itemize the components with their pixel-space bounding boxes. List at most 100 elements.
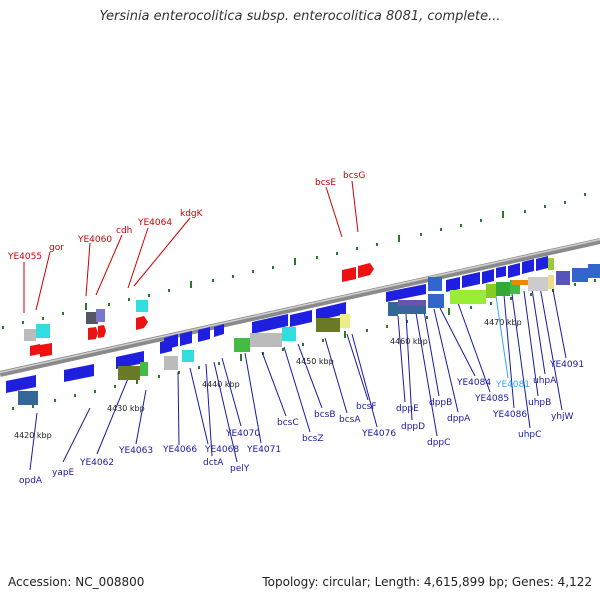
gene-label-YE4066: YE4066 <box>162 445 197 455</box>
gene-block <box>588 264 600 278</box>
gene-label-dctA: dctA <box>203 458 224 468</box>
gene-block <box>250 333 282 347</box>
scale-label-4470: 4470 kbp <box>484 318 522 327</box>
gene-block <box>548 275 554 289</box>
gene-label-dppB: dppB <box>429 398 452 408</box>
gene-block <box>96 309 105 322</box>
gene-label-bcsF: bcsF <box>356 402 377 412</box>
genes-upper-track[interactable] <box>24 256 600 350</box>
genome-info-text: Topology: circular; Length: 4,615,899 bp… <box>262 575 592 589</box>
gene-block <box>86 312 98 324</box>
gene-arrow <box>406 286 416 298</box>
gene-label-YE4085: YE4085 <box>474 394 509 404</box>
gene-label-YE4068: YE4068 <box>204 445 239 455</box>
gene-block <box>18 391 38 405</box>
gene-label-gor: gor <box>49 243 64 253</box>
gene-label-kdgK: kdgK <box>180 209 204 219</box>
scale-label-4430: 4430 kbp <box>107 404 145 413</box>
map-title: Yersinia enterocolitica subsp. enterocol… <box>99 9 501 24</box>
gene-block <box>510 280 520 294</box>
gene-label-dppC: dppC <box>427 438 450 448</box>
gene-label-YE4091: YE4091 <box>549 360 584 370</box>
gene-arrow-red <box>342 267 356 282</box>
labels-upper: YE4055 gor YE4060 cdh YE4064 kdgK bcsE b… <box>7 171 365 262</box>
gene-label-bcsB: bcsB <box>314 410 336 420</box>
gene-label-bcsA: bcsA <box>339 415 361 425</box>
scale-label-4450: 4450 kbp <box>296 357 334 366</box>
scale-label-4460: 4460 kbp <box>390 337 428 346</box>
gene-block <box>428 277 442 291</box>
gene-label-yapE: yapE <box>52 468 75 478</box>
gene-arrow <box>6 375 36 393</box>
gene-arrow-red <box>98 325 106 338</box>
scale-label-4420: 4420 kbp <box>14 431 52 440</box>
gene-arrow <box>462 272 480 288</box>
gene-block <box>36 324 50 338</box>
gene-label-YE4086: YE4086 <box>492 410 527 420</box>
gene-arrow-red <box>40 343 52 357</box>
gene-arrow <box>198 327 210 342</box>
gene-block <box>496 282 510 296</box>
gene-label-uhpC: uhpC <box>518 430 541 440</box>
gene-label-YE4071: YE4071 <box>246 445 281 455</box>
genes-lower-track[interactable] <box>6 275 554 405</box>
gene-arrow <box>316 302 346 321</box>
gene-block <box>450 290 486 304</box>
gene-block <box>398 300 426 306</box>
gene-label-bcsC: bcsC <box>277 418 299 428</box>
gene-block <box>512 280 528 285</box>
gene-label-YE4070: YE4070 <box>225 429 260 439</box>
gene-arrow <box>446 277 460 292</box>
gene-arrow-red <box>88 327 98 340</box>
gene-label-dppA: dppA <box>447 414 471 424</box>
gene-label-YE4060: YE4060 <box>77 235 112 245</box>
gene-label-dppE: dppE <box>396 404 419 414</box>
gene-label-cdh: cdh <box>116 226 132 236</box>
top-leader-lines <box>23 180 359 313</box>
genome-axis <box>0 238 600 377</box>
accession-text: Accession: NC_008800 <box>8 575 145 589</box>
gene-label-bcsE: bcsE <box>315 178 336 188</box>
gene-arrow <box>482 269 494 284</box>
gene-label-YE4076: YE4076 <box>361 429 396 439</box>
gene-label-YE4081: YE4081 <box>495 380 530 390</box>
gene-block <box>316 318 340 332</box>
gene-block <box>572 268 588 282</box>
gene-arrow <box>116 351 144 369</box>
gene-label-pelY: pelY <box>230 464 250 474</box>
gene-block <box>486 284 496 298</box>
gene-block <box>548 258 554 270</box>
gene-block <box>118 366 140 380</box>
gene-arrow <box>252 314 288 334</box>
gene-label-opdA: opdA <box>19 476 43 486</box>
gene-arrow <box>180 331 192 346</box>
gene-block <box>140 362 148 376</box>
gene-arrow <box>416 284 426 296</box>
gene-arrow <box>396 288 406 300</box>
gene-arrow-red <box>358 263 374 278</box>
gene-block <box>556 271 570 285</box>
gene-label-dppD: dppD <box>401 422 425 432</box>
labels-lower: opdA yapE YE4062 YE4063 YE4066 YE4068 dc… <box>19 360 584 486</box>
gene-arrow <box>386 290 396 302</box>
genes-red[interactable] <box>30 263 374 357</box>
bottom-leader-lines <box>29 284 567 471</box>
gene-arrow <box>536 256 548 271</box>
gene-label-uhpA: uhpA <box>533 376 557 386</box>
gene-label-YE4084: YE4084 <box>456 378 491 388</box>
gene-arrow-red <box>30 344 40 356</box>
scale-label-4440: 4440 kbp <box>202 380 240 389</box>
gene-arrow-red <box>136 316 148 330</box>
gene-arrow <box>64 364 94 382</box>
gene-arrow <box>160 339 172 354</box>
gene-label-YE4063: YE4063 <box>118 446 153 456</box>
gene-block <box>234 338 250 352</box>
gene-block <box>136 300 148 312</box>
gene-block <box>282 327 296 341</box>
gene-block <box>428 294 444 308</box>
gene-label-YE4064: YE4064 <box>137 218 172 228</box>
gene-block <box>164 356 178 370</box>
genome-axis-highlight <box>0 238 600 374</box>
scale-track-upper <box>2 193 586 329</box>
